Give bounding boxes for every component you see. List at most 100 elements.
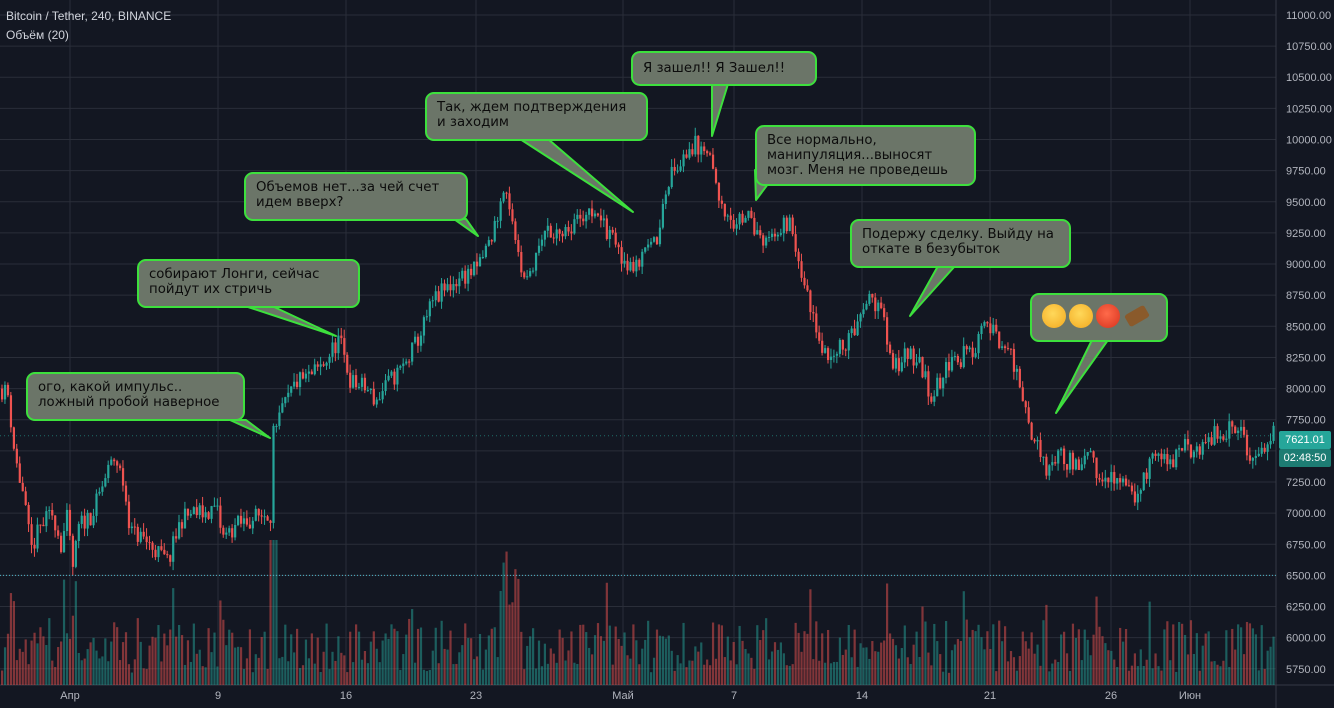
- volume-bar: [980, 637, 983, 685]
- volume-bar: [281, 656, 284, 685]
- volume-bar: [523, 669, 526, 685]
- candle-body: [1063, 448, 1066, 465]
- volume-bar: [956, 639, 959, 685]
- volume-bar: [670, 650, 673, 685]
- volume-bar: [1012, 657, 1016, 685]
- volume-bar: [1160, 670, 1163, 685]
- candle-body: [850, 328, 853, 334]
- annotation-bubble-a5[interactable]: Я зашел!! Я Зашел!!: [631, 51, 817, 86]
- x-tick-label: 14: [856, 690, 868, 702]
- volume-bar: [1245, 621, 1249, 685]
- volume-bar: [673, 670, 676, 685]
- volume-bar: [484, 649, 487, 685]
- volume-bar: [411, 609, 414, 685]
- candle-body: [287, 392, 290, 398]
- candle-body: [717, 182, 721, 201]
- volume-bar: [124, 632, 128, 685]
- annotation-line: мозг. Меня не проведешь: [767, 163, 949, 178]
- annotation-bubble-a2[interactable]: собирают Лонги, сейчас пойдут их стричь: [137, 259, 360, 308]
- candle-body: [1195, 446, 1198, 452]
- candle-body: [1181, 448, 1184, 451]
- y-tick-label: 6750.00: [1286, 539, 1326, 551]
- candle-body: [667, 187, 670, 195]
- candle-body: [788, 217, 791, 232]
- volume-bar: [688, 660, 691, 685]
- volume-bar: [304, 639, 308, 685]
- candle-body: [281, 403, 284, 413]
- annotation-bubble-a1[interactable]: ого, какой импульс.. ложный пробой навер…: [26, 372, 245, 421]
- candle-body: [821, 340, 824, 353]
- annotation-bubble-a4[interactable]: Так, ждем подтверждения и заходим: [425, 92, 648, 141]
- volume-bar: [1098, 626, 1101, 685]
- volume-bar: [322, 651, 325, 685]
- candle-body: [570, 231, 573, 234]
- candle-body: [720, 200, 723, 204]
- volume-bar: [272, 540, 275, 685]
- volume-bar: [402, 654, 405, 685]
- candle-body: [219, 505, 222, 528]
- volume-bar: [369, 641, 372, 685]
- volume-bar: [567, 650, 570, 685]
- volume-bar: [1266, 650, 1269, 685]
- volume-bar: [561, 637, 564, 685]
- y-tick-label: 11000.00: [1286, 10, 1331, 22]
- candle-body: [965, 346, 968, 350]
- candle-body: [579, 214, 582, 219]
- volume-bar: [42, 636, 45, 685]
- volume-bar: [703, 664, 706, 685]
- candle-body: [1237, 430, 1240, 433]
- annotation-bubble-a8[interactable]: [1030, 293, 1168, 342]
- candle-body: [378, 399, 381, 401]
- candle-body: [113, 459, 116, 462]
- volume-bar: [1068, 670, 1072, 685]
- volume-bar: [343, 655, 346, 685]
- volume-bar: [310, 633, 313, 685]
- annotation-bubble-a6[interactable]: Все нормально, манипуляция...выносят моз…: [755, 125, 976, 186]
- candle-body: [1104, 477, 1107, 482]
- candle-body: [65, 509, 69, 532]
- candle-body: [239, 515, 243, 524]
- candle-body: [729, 215, 732, 220]
- volume-bar: [113, 622, 116, 685]
- volume-bar: [818, 660, 821, 685]
- candle-body: [1169, 459, 1172, 465]
- volume-bar: [573, 662, 576, 685]
- candle-body: [992, 324, 995, 334]
- candle-body: [770, 233, 774, 238]
- candle-body: [1060, 448, 1063, 451]
- chart-title[interactable]: Bitcoin / Tether, 240, BINANCE: [6, 9, 172, 23]
- candle-body: [534, 252, 538, 271]
- candle-body: [272, 425, 275, 523]
- y-tick-label: 6000.00: [1286, 633, 1326, 645]
- candle-body: [523, 272, 526, 278]
- annotation-bubble-a7[interactable]: Подержу сделку. Выйду на откате в безубы…: [850, 219, 1071, 268]
- volume-bar: [647, 620, 650, 685]
- candle-body: [753, 217, 756, 235]
- annotation-bubble-a3[interactable]: Объемов нет...за чей счет идем вверх?: [244, 172, 468, 221]
- candle-body: [883, 308, 886, 318]
- candle-body: [812, 312, 815, 314]
- candle-body: [664, 194, 667, 204]
- volume-bar: [198, 649, 201, 685]
- volume-bar: [145, 669, 148, 685]
- volume-bar: [157, 625, 160, 685]
- indicator-label[interactable]: Объём (20): [6, 28, 69, 42]
- volume-bar: [1237, 624, 1240, 685]
- volume-bar: [540, 666, 544, 685]
- volume-bar: [880, 642, 883, 685]
- volume-bar: [1021, 631, 1024, 685]
- volume-bar: [930, 665, 933, 685]
- annotation-line: идем вверх?: [256, 195, 344, 210]
- volume-bar: [773, 642, 777, 685]
- candle-body: [676, 170, 679, 172]
- volume-bar: [18, 648, 21, 685]
- volume-bar: [732, 641, 735, 685]
- candle-body: [868, 293, 871, 304]
- volume-bar: [1074, 637, 1077, 685]
- candle-body: [540, 239, 544, 246]
- volume-bar: [346, 672, 349, 685]
- volume-bar: [222, 619, 225, 685]
- candle-body: [1039, 439, 1042, 458]
- annotation-line: манипуляция...выносят: [767, 148, 933, 163]
